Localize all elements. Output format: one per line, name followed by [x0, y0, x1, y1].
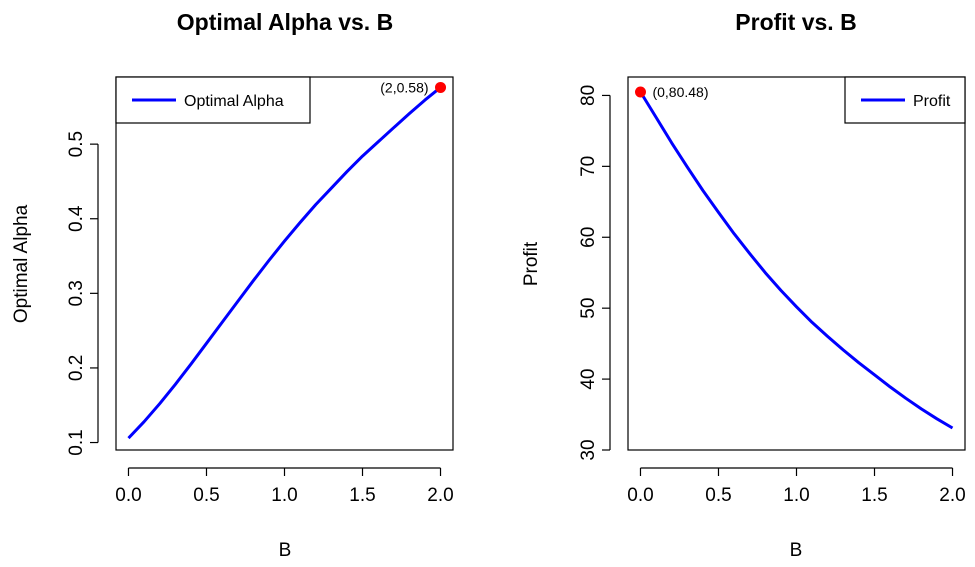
highlight-point: [634, 86, 646, 98]
y-tick-label: 70: [578, 156, 599, 177]
point-annotation: (0,80.48): [652, 84, 708, 100]
chart-title: Optimal Alpha vs. B: [177, 9, 393, 35]
x-tick-label: 1.0: [271, 485, 297, 506]
x-tick-label: 2.0: [939, 485, 965, 506]
x-axis-label: B: [790, 540, 803, 561]
y-tick-label: 40: [578, 369, 599, 390]
legend-entry: Profit: [913, 93, 951, 110]
y-tick-label: 0.1: [66, 429, 87, 455]
y-axis-label: Optimal Alpha: [11, 204, 32, 323]
x-tick-label: 0.0: [627, 485, 653, 506]
y-tick-label: 0.2: [66, 355, 87, 381]
y-tick-label: 0.4: [66, 205, 87, 232]
alpha-chart-panel: Optimal Alpha vs. B B Optimal Alpha 0.0 0…: [11, 9, 454, 561]
x-tick-label: 2.0: [427, 485, 453, 506]
y-tick-label: 30: [578, 439, 599, 460]
x-tick-label: 1.5: [349, 485, 375, 506]
y-tick-label: 50: [578, 298, 599, 319]
y-tick-label: 80: [578, 85, 599, 106]
y-axis-label: Profit: [521, 241, 542, 286]
x-tick-label: 1.0: [783, 485, 809, 506]
x-tick-label: 0.5: [193, 485, 219, 506]
series-line: [639, 91, 954, 430]
plot-frame: [627, 76, 966, 451]
y-tick-label: 0.3: [66, 280, 87, 306]
legend: Optimal Alpha: [115, 76, 311, 124]
highlight-group: (0,80.48): [634, 84, 709, 100]
profit-chart-panel: Profit vs. B B Profit 0.0 0.5 1.0 1.5 2.0 30 4…: [521, 9, 966, 561]
y-tick-label: 60: [578, 227, 599, 248]
x-tick-label: 1.5: [861, 485, 887, 506]
axis-ticks: 0.0 0.5 1.0 1.5 2.0 30 40 50 60 70 80: [578, 85, 966, 506]
x-tick-label: 0.0: [115, 485, 141, 506]
point-annotation: (2,0.58): [380, 79, 428, 95]
y-tick-label: 0.5: [66, 131, 87, 157]
series-lines: [127, 86, 442, 440]
highlight-group: (2,0.58): [380, 79, 447, 95]
series-line: [127, 86, 442, 440]
x-axis-label: B: [279, 540, 292, 561]
legend: Profit: [844, 76, 966, 124]
axis-ticks: 0.0 0.5 1.0 1.5 2.0 0.1 0.2 0.3 0.4 0.5: [66, 131, 454, 506]
chart-title: Profit vs. B: [735, 9, 856, 35]
highlight-point: [435, 81, 447, 93]
legend-entry: Optimal Alpha: [184, 93, 284, 110]
x-tick-label: 0.5: [705, 485, 731, 506]
series-lines: [639, 91, 954, 430]
